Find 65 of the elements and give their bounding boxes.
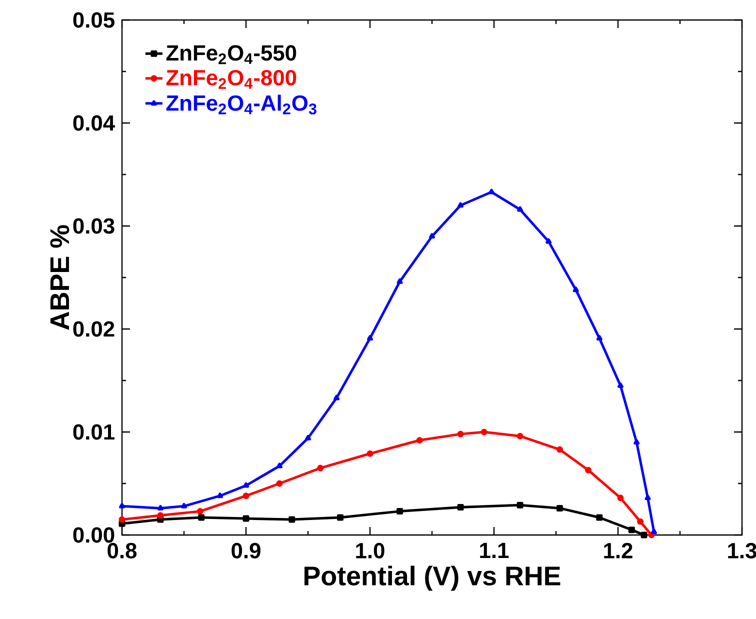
y-tick-label: 0.04 — [73, 115, 115, 131]
point — [644, 494, 651, 500]
point — [119, 502, 125, 508]
point — [242, 515, 250, 522]
point — [617, 494, 624, 502]
point — [416, 436, 423, 444]
point — [516, 432, 524, 440]
point — [596, 514, 603, 521]
point — [429, 233, 435, 239]
legend-label: ZnFe$_{2}$O$_{4}$-550 — [166, 45, 296, 64]
point — [196, 508, 204, 515]
point — [556, 446, 563, 453]
point — [546, 238, 552, 244]
point — [396, 278, 403, 284]
point — [118, 516, 126, 523]
x-tick-label: 1.2 — [604, 542, 632, 558]
point — [457, 504, 464, 510]
point — [216, 492, 223, 498]
point — [334, 394, 340, 400]
point — [517, 206, 524, 212]
legend-label: ZnFe$_{2}$O$_{4}$-800 — [166, 70, 296, 89]
y-tick-label: 0.03 — [73, 218, 114, 234]
point — [243, 482, 249, 488]
point — [276, 480, 283, 487]
point — [618, 382, 624, 388]
point — [118, 520, 126, 527]
point — [584, 466, 592, 474]
point — [516, 502, 524, 508]
point — [396, 508, 404, 515]
x-tick-label: 1.3 — [728, 542, 756, 558]
y-tick-label: 0.01 — [73, 424, 114, 440]
x-axis-title: Potential (V) vs RHE — [304, 566, 560, 591]
y-tick-label: 0.02 — [73, 321, 114, 337]
x-tick-label: 1.1 — [480, 542, 509, 558]
x-tick-label: 0.9 — [232, 542, 260, 558]
point — [556, 504, 563, 512]
point — [157, 504, 164, 510]
point — [366, 450, 374, 457]
point — [634, 439, 640, 445]
point — [336, 514, 344, 521]
point — [596, 335, 602, 341]
x-tick-label: 1.0 — [356, 542, 384, 558]
point — [288, 516, 296, 523]
point — [276, 462, 282, 468]
point — [628, 526, 635, 534]
legend-label: ZnFe$_{2}$O$_{4}$-Al$_{2}$O$_{3}$ — [166, 94, 316, 114]
point — [242, 492, 250, 500]
point — [157, 512, 164, 519]
point — [457, 430, 464, 438]
point — [572, 286, 579, 292]
point — [458, 202, 464, 208]
x-tick-label: 0.8 — [108, 542, 137, 558]
point — [305, 434, 311, 440]
point — [198, 514, 205, 521]
point — [640, 532, 648, 538]
y-axis-title: ABPE % — [50, 225, 70, 330]
point — [637, 518, 644, 525]
point — [650, 528, 657, 534]
point — [480, 428, 488, 436]
point — [317, 464, 324, 472]
y-tick-label: 0.00 — [73, 527, 114, 543]
point — [488, 188, 495, 194]
point — [367, 335, 373, 341]
y-tick-label: 0.05 — [73, 12, 114, 28]
point — [181, 502, 187, 508]
